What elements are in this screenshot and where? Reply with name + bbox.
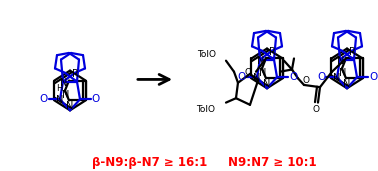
Text: N: N bbox=[56, 95, 63, 105]
Text: TolO: TolO bbox=[196, 105, 215, 114]
Text: O: O bbox=[40, 94, 48, 104]
Text: O: O bbox=[313, 105, 319, 114]
Text: TolO: TolO bbox=[197, 50, 216, 58]
Text: N: N bbox=[259, 68, 266, 78]
Text: H: H bbox=[56, 84, 62, 93]
Text: O: O bbox=[237, 72, 245, 82]
Text: N: N bbox=[337, 56, 345, 66]
Text: O: O bbox=[92, 94, 100, 104]
Text: R: R bbox=[268, 47, 276, 57]
Text: N: N bbox=[263, 79, 271, 89]
Text: N: N bbox=[339, 68, 347, 78]
Text: N: N bbox=[343, 79, 351, 89]
Text: N: N bbox=[333, 73, 340, 83]
Text: N: N bbox=[253, 73, 260, 83]
Text: O: O bbox=[302, 76, 310, 85]
Text: O: O bbox=[245, 68, 251, 77]
Text: R: R bbox=[349, 47, 355, 57]
Text: N: N bbox=[62, 90, 70, 100]
Text: N: N bbox=[60, 78, 68, 88]
Text: R: R bbox=[71, 69, 79, 79]
Text: N: N bbox=[257, 56, 265, 66]
Text: β-N9:β-N7 ≥ 16:1: β-N9:β-N7 ≥ 16:1 bbox=[92, 156, 207, 169]
Text: N9:N7 ≥ 10:1: N9:N7 ≥ 10:1 bbox=[228, 156, 316, 169]
Text: O: O bbox=[289, 72, 297, 82]
Text: N: N bbox=[66, 101, 74, 111]
Text: O: O bbox=[369, 72, 377, 82]
Text: O: O bbox=[317, 72, 325, 82]
